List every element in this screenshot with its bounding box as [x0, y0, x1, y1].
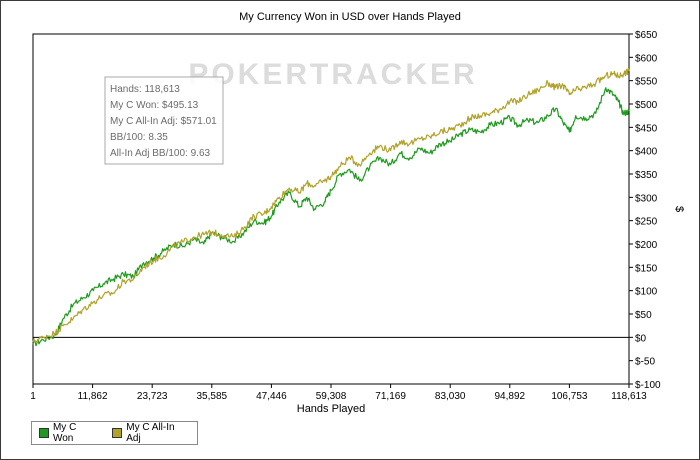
x-tick-label: 71,169: [375, 391, 406, 402]
x-tick-label: 106,753: [551, 391, 588, 402]
tooltip-line: BB/100: 8.35: [110, 132, 168, 143]
x-tick-label: 94,892: [495, 391, 526, 402]
legend-item-my-c-all-in-adj[interactable]: My C All-In Adj: [112, 422, 191, 444]
y-tick-label: $300: [635, 193, 658, 204]
y-tick-label: $650: [635, 30, 658, 41]
y-tick-label: $600: [635, 53, 658, 64]
y-tick-label: $200: [635, 240, 658, 251]
x-tick-label: 35,585: [197, 391, 228, 402]
x-tick-label: 118,613: [611, 391, 647, 402]
chart-title: My Currency Won in USD over Hands Played: [239, 11, 461, 23]
tooltip-box: [104, 76, 224, 165]
chart-legend: My C Won My C All-In Adj: [31, 421, 198, 445]
x-axis: 1 11,862 23,723 35,585 47,446 59,308 71,169 83,…: [30, 384, 647, 402]
legend-swatch: [39, 428, 49, 438]
tooltip-line: Hands: 118,613: [110, 84, 180, 95]
x-axis-label: Hands Played: [297, 403, 366, 415]
x-tick-label: 11,862: [78, 391, 108, 402]
y-axis: $650 $600 $550 $500 $450 $400 $350 $300 $250 $200…: [629, 30, 661, 391]
legend-swatch: [112, 428, 123, 438]
x-tick-label: 1: [30, 391, 36, 402]
watermark-text: POKERTRACKER: [188, 58, 477, 91]
legend-label: My C All-In Adj: [126, 422, 175, 444]
y-tick-label: $400: [635, 147, 658, 158]
tooltip-line: My C All-In Adj: $571.01: [110, 116, 217, 127]
y-tick-label: $0: [635, 333, 647, 344]
series-line-my-c-won: [32, 87, 630, 347]
tooltip-line: My C Won: $495.13: [110, 100, 199, 111]
legend-item-my-c-won[interactable]: My C Won: [39, 422, 99, 444]
y-tick-label: $550: [635, 77, 658, 88]
y-tick-label: $250: [635, 217, 658, 228]
x-tick-label: 47,446: [256, 391, 287, 402]
x-tick-label: 83,030: [435, 391, 466, 402]
y-tick-label: $450: [635, 123, 658, 134]
y-tick-label: $500: [635, 100, 658, 111]
y-tick-label: $100: [635, 287, 658, 298]
tooltip-line: All-In Adj BB/100: 9.63: [110, 148, 211, 159]
series-group: [32, 67, 630, 347]
x-tick-label: 23,723: [137, 391, 168, 402]
y-tick-label: $-100: [635, 380, 661, 391]
y-tick-label: $-50: [635, 357, 655, 368]
legend-label: My C Won: [52, 422, 77, 444]
y-tick-label: $350: [635, 170, 658, 181]
y-axis-label: $: [673, 206, 685, 212]
y-tick-label: $150: [635, 263, 658, 274]
series-line-my-c-all-in-adj: [32, 67, 630, 344]
hover-tooltip: Hands: 118,613 My C Won: $495.13 My C Al…: [104, 76, 224, 165]
x-tick-label: 59,308: [316, 391, 347, 402]
y-tick-label: $50: [635, 310, 652, 321]
